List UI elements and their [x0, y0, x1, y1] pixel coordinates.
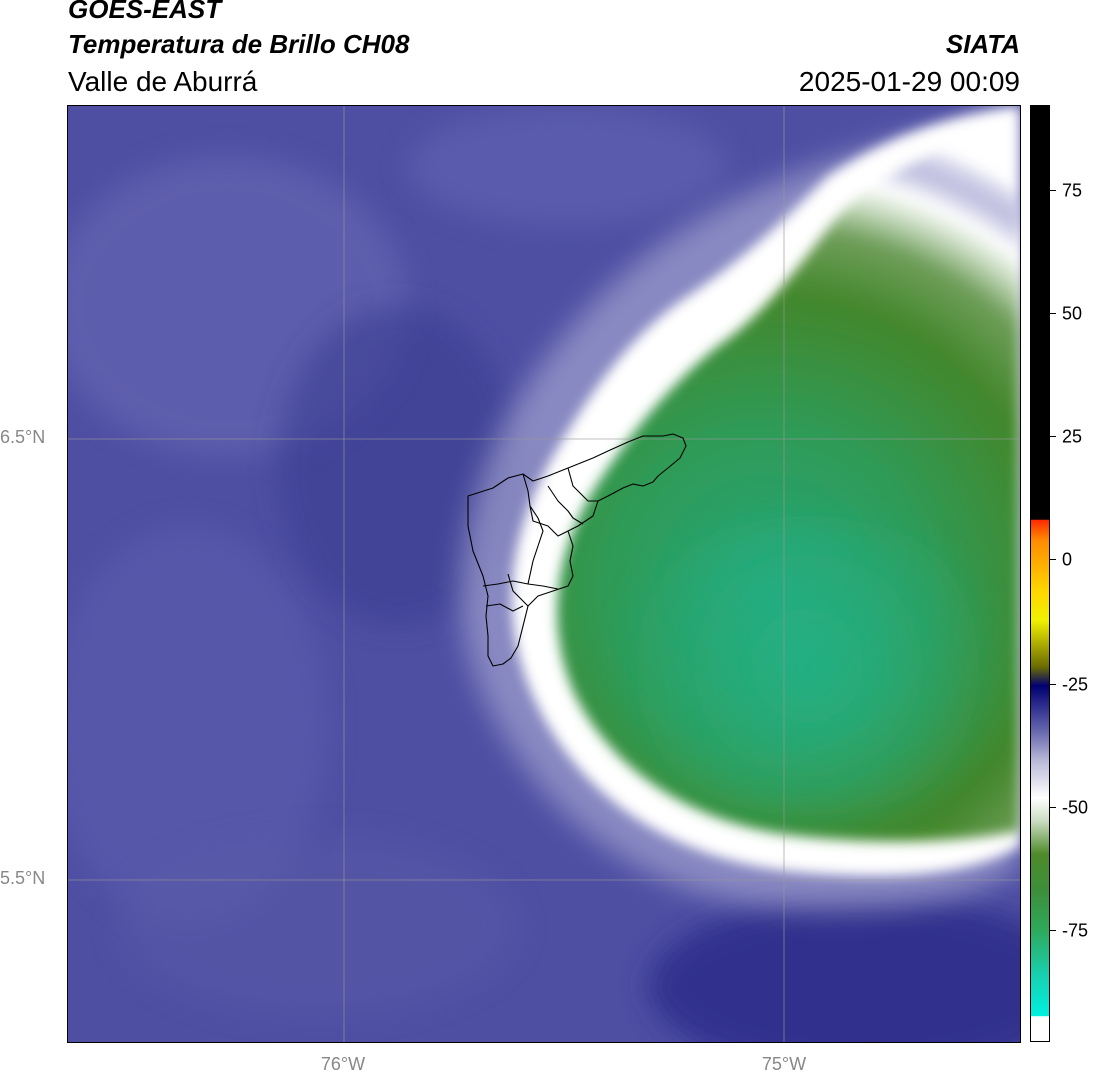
cloud-core	[608, 516, 1008, 816]
boundary-line	[547, 485, 584, 525]
colorbar-tick	[1050, 190, 1056, 191]
boundary-outline	[467, 433, 687, 667]
lon-label-76w: 76°W	[320, 1054, 366, 1074]
boundary-line	[482, 580, 559, 590]
colorbar	[1030, 105, 1050, 1042]
colorbar-label: -50	[1062, 797, 1089, 818]
map-panel[interactable]	[67, 105, 1021, 1043]
agency-label: SIATA	[945, 29, 1020, 59]
background-patch	[408, 106, 728, 226]
colorbar-label: 0	[1062, 549, 1073, 570]
colorbar-label: 75	[1062, 180, 1083, 201]
background-patch	[68, 526, 328, 926]
lon-label-75w: 75°W	[761, 1054, 807, 1074]
colorbar-label: 50	[1062, 303, 1083, 324]
colorbar-tick	[1050, 313, 1056, 314]
boundary-line	[522, 473, 569, 537]
colorbar-tick	[1050, 930, 1056, 931]
colorbar-tick	[1050, 807, 1056, 808]
municipal-boundaries	[467, 433, 687, 667]
boundary-line	[507, 573, 529, 607]
colorbar-tick	[1050, 436, 1056, 437]
colorbar-tick	[1050, 559, 1056, 560]
background-patch	[278, 306, 518, 626]
boundary-line	[567, 467, 598, 502]
brightness-temperature-map	[68, 106, 1020, 1042]
boundary-line	[485, 603, 524, 612]
background-patch	[648, 896, 1020, 1042]
lat-label-5-5: 5.5°N	[0, 868, 46, 888]
colorbar-label: 25	[1062, 426, 1083, 447]
lat-label-6-5: 6.5°N	[0, 427, 46, 447]
background-patch	[118, 836, 518, 1016]
boundary-line	[527, 505, 544, 585]
colorbar-label: -25	[1062, 674, 1089, 695]
colorbar-tick	[1050, 684, 1056, 685]
map-subtitle: Temperatura de Brillo CH08	[68, 29, 410, 59]
colorbar-label: -75	[1062, 920, 1089, 941]
region-label: Valle de Aburrá	[68, 66, 258, 97]
timestamp-label: 2025-01-29 00:09	[798, 66, 1020, 97]
map-title: GOES-EAST	[68, 0, 222, 24]
